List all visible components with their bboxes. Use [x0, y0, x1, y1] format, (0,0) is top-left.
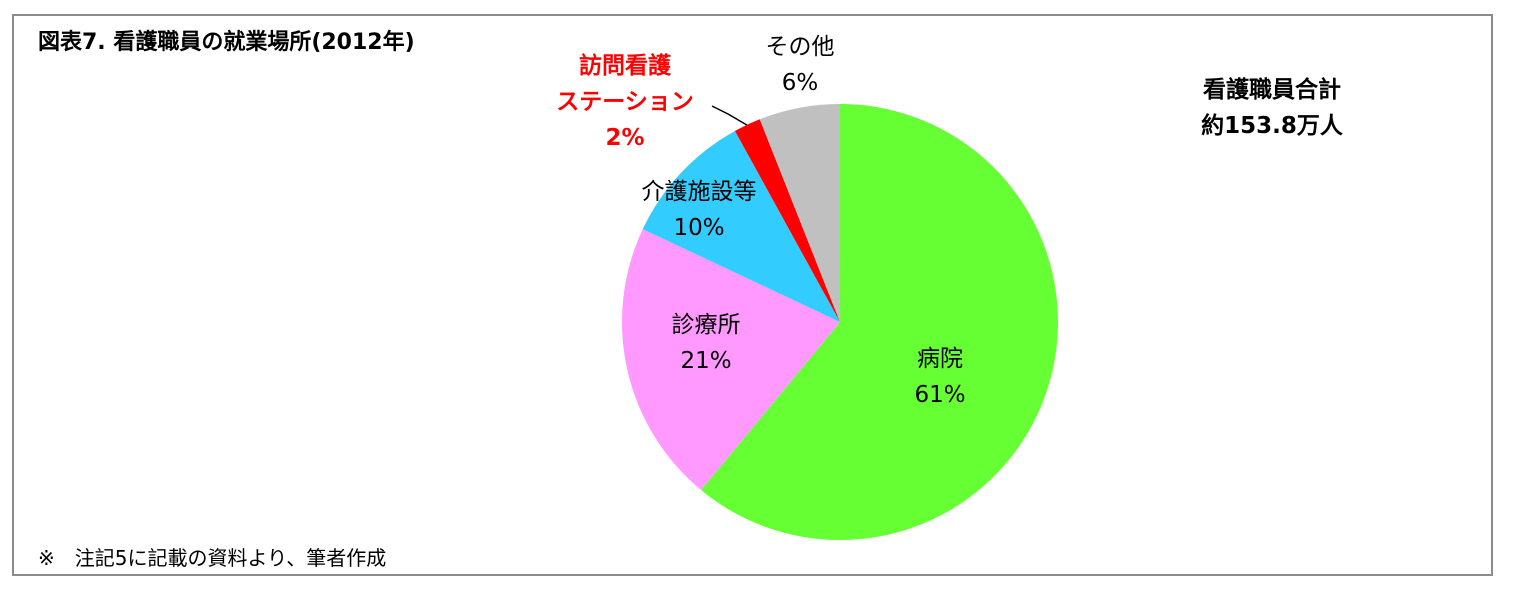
- value-label: 21%: [680, 348, 732, 374]
- slice-label: 診療所 21%: [672, 307, 741, 379]
- value-label: 61%: [914, 382, 966, 408]
- pie-slice: [701, 104, 1058, 540]
- leader-line: [711, 105, 753, 129]
- slice-label: 介護施設等 10%: [642, 174, 757, 246]
- category-label: 診療所: [671, 312, 741, 338]
- chart-frame: [12, 14, 1493, 576]
- category-label: 訪問看護 ステーション: [556, 53, 694, 115]
- note: ※ 注記5に記載の資料より、筆者作成: [38, 546, 387, 570]
- value-label: 2%: [605, 125, 645, 151]
- category-label: その他: [765, 34, 835, 60]
- pie-slice: [622, 229, 840, 490]
- slice-label: 病院 61%: [914, 341, 965, 413]
- annotation: 看護職員合計 約153.8万人: [1201, 77, 1343, 139]
- pie-slice: [734, 119, 840, 323]
- category-label: 病院: [917, 346, 963, 372]
- slice-label: その他 6%: [766, 29, 835, 101]
- value-label: 10%: [673, 215, 725, 241]
- pie-slice: [642, 130, 840, 322]
- slice-label: 訪問看護 ステーション 2%: [556, 48, 694, 156]
- value-label: 6%: [781, 70, 819, 96]
- chart-title: 図表7. 看護職員の就業場所(2012年): [38, 30, 415, 55]
- pie-slice: [759, 104, 840, 322]
- category-label: 介護施設等: [641, 179, 757, 205]
